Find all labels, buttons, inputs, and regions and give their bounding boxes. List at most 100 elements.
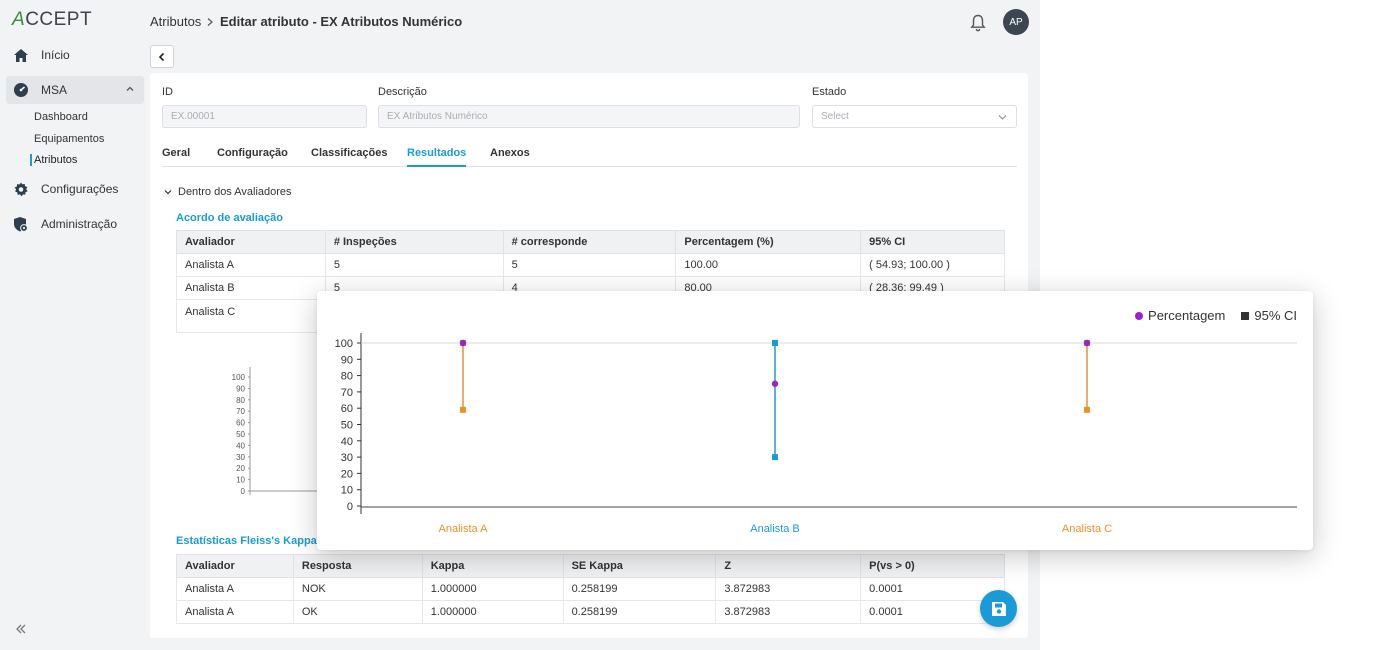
mini-y-tick-label: 100 bbox=[232, 373, 246, 382]
legend-label[interactable]: Percentagem bbox=[1148, 308, 1226, 323]
y-tick-label: 80 bbox=[341, 371, 353, 383]
y-tick-label: 30 bbox=[341, 452, 353, 464]
column-header: Percentagem (%) bbox=[675, 230, 862, 254]
table-cell: 3.872983 bbox=[715, 577, 862, 601]
table-cell: 5 bbox=[324, 253, 504, 277]
chart-popup: Percentagem 95% CI 0 10 20 30 40 50 60 70 80 90 10… bbox=[317, 291, 1313, 550]
id-field[interactable]: EX.00001 bbox=[162, 105, 367, 128]
mini-y-tick-label: 60 bbox=[236, 419, 245, 428]
mini-y-tick-label: 0 bbox=[241, 487, 246, 496]
sidebar-subitem-atributos[interactable]: Atributos bbox=[30, 154, 77, 166]
table-cell: Analista A bbox=[176, 600, 294, 624]
gear-icon bbox=[14, 182, 28, 196]
avatar[interactable]: AP bbox=[1003, 9, 1029, 35]
table-header-row: Avaliador # Inspeções # corresponde Perc… bbox=[176, 230, 1005, 254]
admin-shield-icon bbox=[14, 216, 28, 232]
y-tick-label: 50 bbox=[341, 420, 353, 432]
x-category-label: Analista C bbox=[1062, 523, 1112, 535]
sidebar-item-msa[interactable]: MSA bbox=[6, 76, 144, 104]
y-tick-label: 40 bbox=[341, 436, 353, 448]
tab-anexos[interactable]: Anexos bbox=[490, 147, 530, 159]
description-field[interactable]: EX Atributos Numérico bbox=[378, 105, 800, 128]
section-within-appraisers-toggle[interactable]: Dentro dos Avaliadores bbox=[164, 186, 292, 198]
back-button[interactable] bbox=[150, 45, 174, 68]
sidebar-item-label: Início bbox=[41, 48, 70, 62]
tab-geral[interactable]: Geral bbox=[162, 147, 191, 159]
id-label: ID bbox=[162, 86, 173, 98]
breadcrumb-chevron-icon bbox=[205, 16, 215, 26]
ci-lower-marker bbox=[772, 454, 778, 461]
table-cell: 100.00 bbox=[675, 253, 862, 277]
table-cell: Analista A bbox=[176, 577, 294, 601]
accept-logo[interactable]: ACCEPT bbox=[12, 9, 93, 30]
chevron-down-icon bbox=[164, 190, 172, 195]
table-cell: NOK bbox=[292, 577, 423, 601]
mini-y-tick-label: 30 bbox=[236, 453, 245, 462]
table-cell: Analista B bbox=[176, 276, 326, 300]
page-title: Editar atributo - EX Atributos Numérico bbox=[220, 14, 463, 29]
table-cell: 0.0001 bbox=[860, 577, 1005, 601]
section-title: Dentro dos Avaliadores bbox=[178, 186, 292, 198]
column-header: Z bbox=[715, 554, 862, 578]
legend-label[interactable]: 95% CI bbox=[1254, 308, 1297, 323]
sidebar-item-configuracoes[interactable]: Configurações bbox=[6, 175, 144, 203]
gauge-icon bbox=[14, 83, 28, 97]
chevron-down-icon bbox=[998, 113, 1007, 121]
column-header: Avaliador bbox=[176, 554, 294, 578]
sidebar-item-label: MSA bbox=[41, 83, 68, 97]
agreement-title: Acordo de avaliação bbox=[176, 212, 283, 224]
table-cell: 3.872983 bbox=[715, 600, 862, 624]
ci-lower-marker bbox=[460, 406, 466, 413]
state-select[interactable]: Select bbox=[812, 105, 1017, 128]
mini-y-tick-label: 10 bbox=[236, 476, 245, 485]
mini-y-tick-label: 20 bbox=[236, 464, 245, 473]
table-cell: 0.258199 bbox=[562, 600, 717, 624]
table-cell: OK bbox=[292, 600, 423, 624]
table-header-row: Avaliador Resposta Kappa SE Kappa Z P(vs… bbox=[176, 554, 1005, 578]
x-category-label: Analista B bbox=[750, 523, 800, 535]
y-tick-label: 20 bbox=[341, 468, 353, 480]
sidebar-item-label: Administração bbox=[41, 217, 118, 231]
y-tick-label: 10 bbox=[341, 485, 353, 497]
column-header: Resposta bbox=[292, 554, 423, 578]
sidebar-subitem-equipamentos[interactable]: Equipamentos bbox=[34, 133, 105, 145]
mini-y-tick-label: 80 bbox=[236, 396, 245, 405]
percentage-point bbox=[1083, 339, 1091, 347]
bell-icon[interactable] bbox=[970, 14, 986, 32]
state-label: Estado bbox=[812, 86, 847, 98]
y-tick-label: 60 bbox=[341, 403, 353, 415]
y-tick-label: 100 bbox=[335, 338, 353, 350]
percentage-point bbox=[771, 380, 779, 387]
state-select-placeholder: Select bbox=[821, 111, 849, 122]
table-cell: 1.000000 bbox=[421, 577, 564, 601]
sidebar-item-administracao[interactable]: Administração bbox=[6, 210, 144, 238]
column-header: SE Kappa bbox=[562, 554, 717, 578]
home-icon bbox=[14, 48, 28, 62]
chart-legend: Percentagem 95% CI bbox=[1135, 308, 1297, 323]
description-label: Descrição bbox=[378, 86, 427, 98]
sidebar: ACCEPT Início MSA Dashboard Equipamentos… bbox=[0, 0, 150, 650]
kappa-title: Estatísticas Fleiss's Kappa bbox=[176, 535, 317, 547]
tab-resultados[interactable]: Resultados bbox=[407, 147, 467, 167]
save-button[interactable] bbox=[980, 590, 1017, 627]
table-cell: 5 bbox=[502, 253, 677, 277]
table-cell: ( 54.93; 100.00 ) bbox=[860, 253, 1005, 277]
mini-y-tick-label: 90 bbox=[236, 384, 245, 393]
tab-classificacoes[interactable]: Classificações bbox=[311, 147, 388, 159]
sidebar-item-inicio[interactable]: Início bbox=[6, 41, 144, 69]
kappa-table: Avaliador Resposta Kappa SE Kappa Z P(vs… bbox=[176, 554, 1005, 624]
collapse-sidebar-icon[interactable] bbox=[14, 622, 28, 636]
sidebar-subitem-dashboard[interactable]: Dashboard bbox=[34, 111, 88, 123]
chevron-up-icon[interactable] bbox=[124, 83, 136, 95]
table-cell: Analista A bbox=[176, 253, 326, 277]
table-cell: Analista C bbox=[176, 299, 326, 333]
legend-marker-percentagem bbox=[1135, 311, 1144, 320]
breadcrumb-root[interactable]: Atributos bbox=[150, 14, 202, 29]
y-tick-label: 70 bbox=[341, 387, 353, 399]
mini-y-tick-label: 50 bbox=[236, 430, 245, 439]
mini-y-tick-label: 40 bbox=[236, 441, 245, 450]
column-header: # Inspeções bbox=[324, 230, 504, 254]
mini-y-tick-label: 70 bbox=[236, 407, 245, 416]
tab-configuracao[interactable]: Configuração bbox=[217, 147, 288, 159]
